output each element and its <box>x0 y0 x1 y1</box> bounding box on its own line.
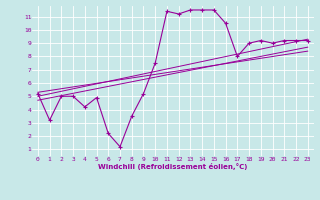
X-axis label: Windchill (Refroidissement éolien,°C): Windchill (Refroidissement éolien,°C) <box>98 163 247 170</box>
